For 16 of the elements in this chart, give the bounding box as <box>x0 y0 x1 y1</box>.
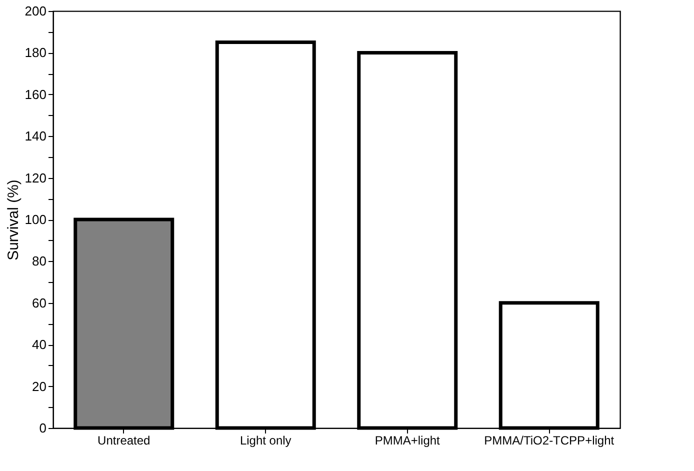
y-tick-label: 160 <box>24 86 46 102</box>
y-tick-label: 80 <box>32 254 46 269</box>
y-tick-label: 200 <box>24 4 46 18</box>
y-tick-label: 40 <box>32 337 46 352</box>
x-tick-label: Untreated <box>98 434 150 448</box>
y-tick-label: 120 <box>24 170 46 186</box>
y-tick-label: 140 <box>24 128 46 144</box>
x-tick-label: PMMA/TiO2-TCPP+light <box>484 434 615 448</box>
y-tick-label: 20 <box>32 378 46 394</box>
y-axis-title: Survival (%) <box>4 180 22 260</box>
x-tick-label: Light only <box>240 434 292 448</box>
y-tick-label: 180 <box>24 45 46 60</box>
y-tick-label: 60 <box>32 295 46 310</box>
x-tick-label: PMMA+light <box>374 434 441 448</box>
y-tick-label: 0 <box>39 420 46 436</box>
y-tick-label: 100 <box>24 212 46 227</box>
